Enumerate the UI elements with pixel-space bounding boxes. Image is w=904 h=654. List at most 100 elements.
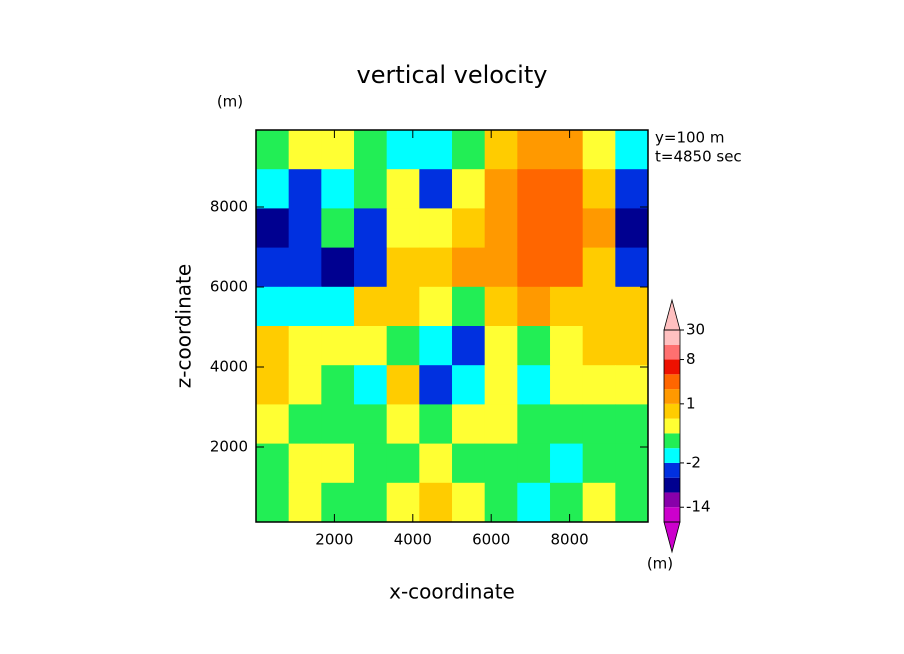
field-cell [452,482,486,522]
field-cell [452,443,486,484]
x-axis-label: x-coordinate [389,580,515,604]
field-cell [288,169,322,209]
field-cell [256,169,290,209]
field-cell [517,130,551,170]
field-cell [452,286,486,327]
field-cell [419,208,453,249]
field-cell [419,365,453,405]
field-cell [386,286,420,327]
field-cell [452,404,486,445]
field-cell [321,247,355,288]
field-cell [354,404,388,445]
field-cell [550,365,584,405]
field-cell [288,482,322,522]
field-cell [256,443,290,484]
y-tick-label: 8000 [210,198,248,216]
x-tick-label: 6000 [472,531,510,549]
field-cell [517,247,551,288]
field-cell [615,208,648,249]
field-cell [615,365,648,405]
field-cell [550,169,584,209]
y-tick-label: 6000 [210,278,248,296]
field-cell [419,247,453,288]
field-cell [354,286,388,327]
colorbar-segment [664,330,680,345]
field-cell [582,208,616,249]
field-cell [386,169,420,209]
field-cell [550,286,584,327]
colorbar-tick-label: -14 [686,498,711,516]
colorbar-tick-label: 1 [686,394,696,412]
field-cell [386,443,420,484]
info-line: t=4850 sec [655,148,742,166]
field-cell [550,404,584,445]
field-cell [419,130,453,170]
y-tick-label: 2000 [210,438,248,456]
colorbar-segment [664,344,680,360]
field-cell [288,208,322,249]
plot-frame [255,129,649,523]
colorbar-segment [664,403,680,419]
colorbar-segment [664,418,680,434]
field-cell [582,326,616,366]
field-cell [288,130,322,170]
field-cell [452,365,486,405]
field-cell [256,404,290,445]
field-cell [582,365,616,405]
field-cell [321,365,355,405]
field-cell [386,326,420,366]
field-cell [386,365,420,405]
field-cell [419,482,453,522]
field-cell [582,130,616,170]
field-cell [484,208,518,249]
field-cell [484,326,518,366]
info-line: y=100 m [655,129,724,147]
field-cell [256,208,290,249]
field-cell [582,286,616,327]
field-cell [582,247,616,288]
field-cell [550,443,584,484]
colorbar-tick-label: -2 [686,453,701,471]
field-cell [386,247,420,288]
colorbar-segment [664,507,680,522]
field-cell [256,326,290,366]
field-cell [582,482,616,522]
field-cell [550,247,584,288]
field-cell [321,130,355,170]
field-cell [288,286,322,327]
field-cell [517,208,551,249]
field-cell [354,208,388,249]
colorbar-segment [664,374,680,390]
field-cell [386,130,420,170]
colorbar-segment [664,359,680,375]
colorbar-segment [664,389,680,404]
field-cell [452,247,486,288]
colorbar-segment [664,492,680,508]
field-cell [517,443,551,484]
field-cell [452,326,486,366]
field-cell [517,326,551,366]
field-cell [452,208,486,249]
chart-title: vertical velocity [357,61,548,89]
field-cell [321,404,355,445]
field-cell [288,365,322,405]
y-axis-unit: (m) [217,93,243,111]
field-cell [484,404,518,445]
colorbar-arrow [663,298,681,331]
y-axis-label: z-coordinate [172,264,196,388]
field-cell [321,286,355,327]
colorbar-arrow [663,521,681,554]
field-cell [582,443,616,484]
field-cell [386,404,420,445]
field-cell [517,404,551,445]
field-cell [354,482,388,522]
colorbar-segment [664,477,680,493]
field-cell [354,365,388,405]
field [256,130,648,522]
field-cell [354,443,388,484]
field-cell [550,482,584,522]
field-cell [386,482,420,522]
field-cell [288,247,322,288]
field-cell [550,326,584,366]
field-cell [354,247,388,288]
